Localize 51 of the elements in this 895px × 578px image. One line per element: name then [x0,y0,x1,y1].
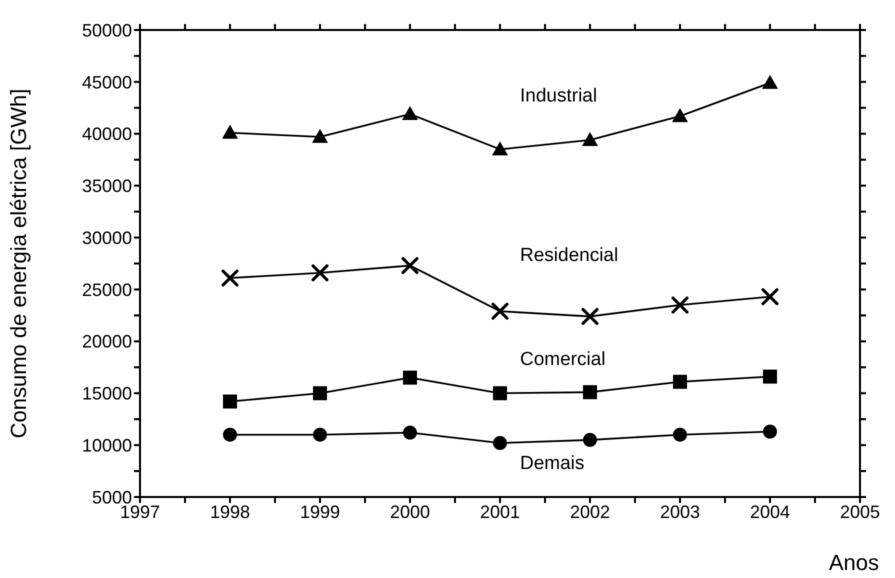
point [583,432,597,447]
text: Residencial [520,245,618,266]
point [672,296,688,314]
y-tick-label: 15000 [82,384,132,404]
point [222,270,238,287]
point [673,428,687,442]
point [763,370,777,384]
series-label: Comercial [520,349,606,370]
y-tick-label: 25000 [82,280,132,300]
point [492,302,508,320]
point [762,74,778,89]
point [223,394,237,409]
point [582,308,598,325]
point [223,428,237,442]
point [762,288,778,306]
point [313,386,327,400]
y-tick-label: 10000 [82,436,132,456]
point [492,141,508,156]
point [312,264,328,282]
y-tick-label: 20000 [82,332,132,352]
point [583,385,597,400]
y-tick-label: 40000 [82,124,132,144]
point [312,128,328,143]
point [582,132,598,146]
x-tick-label: 2003 [660,502,700,522]
x-tick-label: 2004 [750,502,790,522]
y-tick-label: 30000 [82,228,132,248]
y-tick-label: 50000 [82,20,132,40]
point [403,370,417,385]
series-label: Industrial [520,85,598,106]
point [402,257,418,274]
x-tick-label: 2002 [570,502,610,522]
point [313,428,327,442]
x-tick-label: 2005 [840,502,880,522]
point [673,374,687,389]
point [672,108,688,122]
point [493,386,507,400]
x-tick-label: 2000 [390,502,430,522]
point [403,426,417,440]
y-axis-title: Consumo de energia elétrica [GWh] [6,88,31,438]
x-tick-label: 1999 [300,502,340,522]
point [493,436,507,450]
y-tick-label: 45000 [82,72,132,92]
y-tick-label: 35000 [82,176,132,196]
point [222,124,238,139]
x-tick-label: 2001 [480,502,520,522]
x-tick-label: 1998 [210,502,250,522]
point [402,106,418,120]
series-label: Demais [520,453,584,474]
x-axis-title: Anos [828,550,879,576]
point [763,424,777,439]
